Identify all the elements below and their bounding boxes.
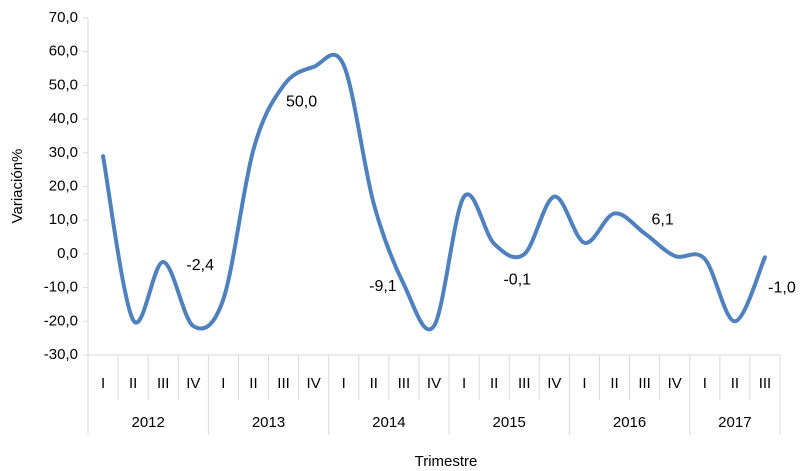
x-group-label: 2013 [252,414,285,431]
x-tick-label: III [638,375,651,392]
x-tick-label: IV [307,375,321,392]
y-tick-label: 40,0 [49,110,78,127]
x-tick-label: IV [427,375,441,392]
data-label: -9,1 [369,278,397,295]
x-group-label: 2017 [718,414,751,431]
x-group-label: 2012 [131,414,164,431]
x-tick-label: I [462,375,466,392]
line [101,52,767,332]
y-tick-label: 70,0 [49,9,78,26]
x-tick-label: IV [186,375,200,392]
y-tick-label: 10,0 [49,211,78,228]
x-tick-label: I [582,375,586,392]
y-tick-label: -30,0 [44,346,78,363]
data-label: 50,0 [286,94,317,111]
x-tick-label: II [610,375,618,392]
data-label: -2,4 [186,257,214,274]
y-tick-label: 50,0 [49,76,78,93]
x-tick-label: III [157,375,170,392]
x-tick-label: II [731,375,739,392]
x-tick-label: I [342,375,346,392]
x-tick-label: II [370,375,378,392]
data-label: 6,1 [651,212,673,229]
x-group-label: 2016 [613,414,646,431]
x-group-label: 2015 [493,414,526,431]
x-tick-label: IV [547,375,561,392]
x-tick-label: IV [668,375,682,392]
x-axis-title: Trimestre [415,453,478,470]
y-tick-label: 20,0 [49,177,78,194]
y-tick-label: -10,0 [44,279,78,296]
data-label: -0,1 [503,271,531,288]
x-tick-label: III [398,375,411,392]
x-group-label: 2014 [372,414,405,431]
x-tick-label: I [101,375,105,392]
x-tick-label: III [759,375,772,392]
x-tick-label: I [221,375,225,392]
data-label: -1,0 [768,279,796,296]
x-tick-label: II [249,375,257,392]
x-tick-label: III [277,375,290,392]
y-tick-label: 60,0 [49,43,78,60]
x-tick-label: III [518,375,531,392]
y-tick-label: -20,0 [44,312,78,329]
y-tick-label: 0,0 [57,245,78,262]
x-tick-label: II [129,375,137,392]
y-axis-title: Variación% [9,149,26,224]
x-tick-label: II [490,375,498,392]
y-tick-label: 30,0 [49,144,78,161]
x-tick-label: I [703,375,707,392]
